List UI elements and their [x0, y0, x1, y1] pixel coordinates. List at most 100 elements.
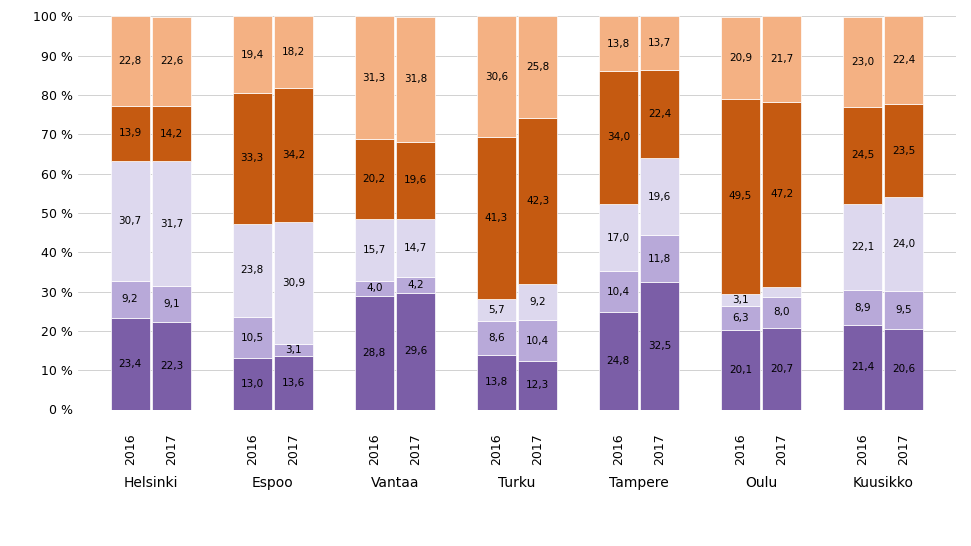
Bar: [640, 70, 680, 158]
Text: 32,5: 32,5: [649, 341, 672, 351]
Bar: [640, 235, 680, 282]
Bar: [152, 162, 191, 286]
Text: 13,6: 13,6: [283, 378, 305, 388]
Bar: [762, 296, 801, 328]
Text: 19,6: 19,6: [649, 192, 672, 202]
Text: 14,7: 14,7: [404, 243, 427, 253]
Text: 23,5: 23,5: [892, 146, 916, 156]
Bar: [599, 312, 638, 410]
Text: 22,1: 22,1: [851, 242, 874, 252]
Text: 4,0: 4,0: [366, 283, 383, 293]
Text: 23,8: 23,8: [241, 265, 264, 275]
Text: 4,2: 4,2: [408, 280, 424, 290]
Text: Helsinki: Helsinki: [123, 476, 178, 490]
Text: 8,9: 8,9: [854, 303, 871, 313]
Text: 21,7: 21,7: [770, 54, 793, 64]
Text: 13,0: 13,0: [241, 379, 264, 389]
Text: 24,8: 24,8: [607, 356, 630, 366]
Bar: [233, 93, 272, 223]
Bar: [885, 329, 923, 410]
Bar: [843, 325, 882, 410]
Text: 2016: 2016: [123, 433, 137, 465]
Bar: [640, 16, 680, 70]
Text: Kuusikko: Kuusikko: [853, 476, 914, 490]
Text: 30,7: 30,7: [118, 216, 142, 226]
Bar: [762, 287, 801, 296]
Bar: [720, 99, 760, 294]
Bar: [885, 197, 923, 291]
Text: 34,2: 34,2: [283, 150, 305, 160]
Bar: [599, 16, 638, 70]
Text: 9,2: 9,2: [529, 297, 546, 307]
Text: 9,5: 9,5: [895, 305, 913, 315]
Text: 15,7: 15,7: [362, 245, 385, 254]
Text: 33,3: 33,3: [241, 153, 264, 163]
Bar: [599, 271, 638, 312]
Text: 34,0: 34,0: [607, 133, 630, 143]
Text: 2016: 2016: [734, 433, 747, 465]
Text: Oulu: Oulu: [745, 476, 777, 490]
Bar: [111, 106, 150, 161]
Text: 2017: 2017: [776, 433, 788, 465]
Text: 2016: 2016: [368, 433, 381, 465]
Bar: [599, 204, 638, 271]
Text: 10,4: 10,4: [526, 336, 550, 346]
Text: 22,4: 22,4: [892, 55, 916, 66]
Text: 2017: 2017: [897, 433, 911, 465]
Bar: [519, 361, 557, 410]
Bar: [519, 118, 557, 284]
Text: 30,9: 30,9: [283, 278, 305, 288]
Bar: [885, 104, 923, 197]
Text: 8,0: 8,0: [774, 307, 790, 317]
Text: 2016: 2016: [246, 433, 258, 465]
Bar: [720, 17, 760, 99]
Text: 3,1: 3,1: [285, 345, 302, 355]
Text: 29,6: 29,6: [404, 346, 427, 357]
Text: Espoo: Espoo: [252, 476, 294, 490]
Text: 19,4: 19,4: [241, 50, 264, 60]
Text: 22,3: 22,3: [160, 361, 184, 371]
Bar: [111, 161, 150, 281]
Bar: [274, 222, 314, 344]
Text: 20,6: 20,6: [892, 364, 916, 374]
Text: 22,8: 22,8: [118, 56, 142, 66]
Bar: [233, 223, 272, 317]
Bar: [843, 204, 882, 290]
Text: 17,0: 17,0: [607, 233, 630, 243]
Bar: [762, 16, 801, 102]
Text: 24,0: 24,0: [892, 239, 916, 249]
Text: 28,8: 28,8: [362, 348, 385, 358]
Text: 9,2: 9,2: [121, 294, 139, 305]
Text: 22,6: 22,6: [160, 56, 184, 66]
Bar: [720, 306, 760, 330]
Text: 42,3: 42,3: [526, 196, 550, 206]
Text: 6,3: 6,3: [732, 313, 749, 323]
Bar: [477, 299, 516, 322]
Text: 31,8: 31,8: [404, 74, 427, 84]
Text: 13,8: 13,8: [485, 377, 508, 387]
Text: 31,7: 31,7: [160, 219, 184, 229]
Bar: [111, 318, 150, 410]
Text: Tampere: Tampere: [609, 476, 669, 490]
Bar: [477, 355, 516, 410]
Text: 12,3: 12,3: [526, 381, 550, 390]
Text: 13,9: 13,9: [118, 128, 142, 138]
Bar: [152, 286, 191, 322]
Bar: [640, 158, 680, 235]
Bar: [354, 281, 394, 296]
Text: 25,8: 25,8: [526, 62, 550, 72]
Bar: [396, 142, 435, 219]
Text: 24,5: 24,5: [851, 150, 874, 161]
Text: 20,2: 20,2: [363, 174, 385, 184]
Bar: [720, 330, 760, 410]
Text: 23,4: 23,4: [118, 359, 142, 369]
Bar: [152, 17, 191, 105]
Bar: [274, 88, 314, 222]
Bar: [396, 293, 435, 410]
Bar: [396, 219, 435, 277]
Text: 3,1: 3,1: [732, 295, 749, 305]
Bar: [885, 16, 923, 104]
Text: 49,5: 49,5: [729, 191, 752, 201]
Bar: [477, 16, 516, 136]
Text: 2017: 2017: [165, 433, 178, 465]
